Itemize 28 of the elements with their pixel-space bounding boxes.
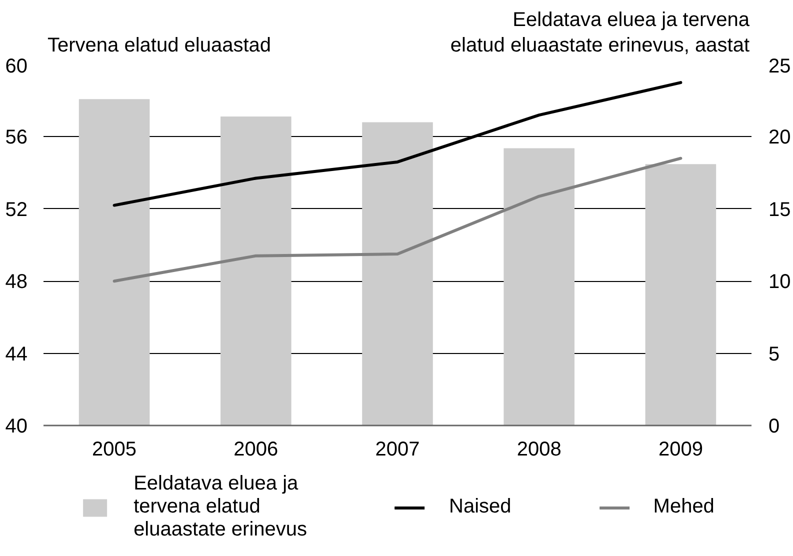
y2-tick-label: 0 <box>768 416 780 438</box>
bar <box>78 99 150 426</box>
legend-label: Eeldatava eluea ja tervena elatud eluaastate erinevus <box>134 472 308 542</box>
y-axis-title: Tervena elatud eluaastad <box>48 34 271 56</box>
y-tick-label: 60 <box>5 56 28 78</box>
y-tick-label: 48 <box>5 271 28 294</box>
x-tick-label: 2007 <box>375 438 420 460</box>
y2-tick-label: 15 <box>768 198 791 221</box>
legend-label: Naised <box>449 496 512 518</box>
y2-tick-label: 5 <box>768 343 780 366</box>
y2-axis-title: Eeldatava eluea ja tervena elatud eluaastate erinevus, aastat <box>450 9 750 56</box>
bar <box>504 148 574 426</box>
bar <box>220 116 292 426</box>
line-series <box>112 156 682 283</box>
y-tick-label: 44 <box>5 343 28 366</box>
x-tick-label: 2006 <box>234 438 278 460</box>
y-tick-label: 40 <box>5 416 28 438</box>
bar <box>645 164 716 426</box>
bar <box>362 122 433 426</box>
y-tick-label: 56 <box>5 126 28 149</box>
y2-tick-label: 20 <box>768 126 791 149</box>
x-tick-label: 2008 <box>516 438 562 460</box>
y-tick-label: 52 <box>5 198 28 221</box>
x-tick-label: 2005 <box>92 438 137 460</box>
y2-tick-label: 10 <box>768 271 791 294</box>
y2-tick-label: 25 <box>768 56 791 78</box>
x-tick-label: 2009 <box>658 438 703 460</box>
legend-label: Mehed <box>653 496 714 518</box>
